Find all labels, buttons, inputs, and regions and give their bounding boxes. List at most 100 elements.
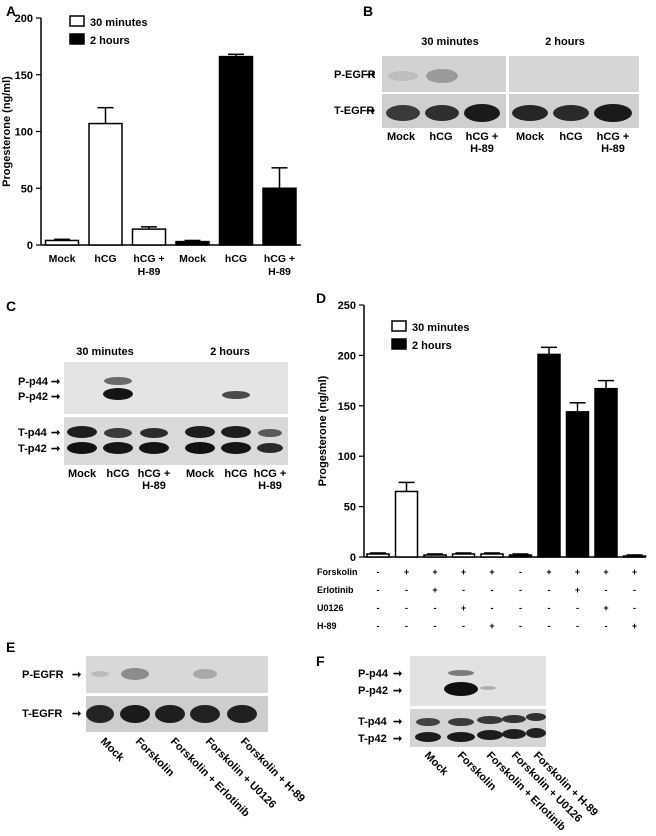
blot-b: 30 minutes 2 hours P-EGFR ➞ T-EGFR ➞ Moc…: [334, 36, 639, 155]
chart-d-treatment-symbol: -: [377, 585, 380, 595]
chart-a-category-label: Mock: [179, 253, 206, 265]
chart-d-bar: [480, 553, 504, 558]
blot-c-lane-label: hCG: [106, 468, 129, 480]
blot-c-row-p-p42: P-p42: [18, 391, 48, 403]
chart-d-legend-label: 30 minutes: [412, 322, 469, 334]
chart-a-bar: [44, 239, 80, 246]
blot-c-band-t42-3: [139, 442, 169, 454]
chart-d-treatment-symbol: +: [461, 567, 466, 577]
chart-d-treatment-symbol: -: [377, 567, 380, 577]
blot-c-row-t-p42: T-p42: [18, 443, 47, 455]
blot-f-band-t44-5: [526, 713, 546, 721]
blot-e-band-t-4: [190, 705, 220, 723]
chart-d-treatment-symbol: -: [605, 621, 608, 631]
blot-e-band-t-5: [227, 705, 257, 723]
blot-c-lane-label: Mock: [68, 468, 97, 480]
chart-d-treatment-symbol: +: [575, 585, 580, 595]
blot-f-arrow-pp44: ➞: [393, 668, 403, 680]
blot-c-band-t42-6: [257, 443, 283, 453]
chart-a-ytick-label: 0: [27, 240, 33, 252]
chart-d-treatment-symbol: -: [491, 585, 494, 595]
chart-d-treatment-symbol: -: [462, 621, 465, 631]
panel-label-c: C: [6, 298, 16, 314]
chart-d-treatment-symbol: -: [519, 585, 522, 595]
chart-d-treatment-symbol: -: [434, 621, 437, 631]
chart-a-ytick-label: 200: [15, 13, 33, 25]
blot-b-band-t-2: [425, 105, 459, 121]
chart-d-legend-swatch: [391, 338, 407, 350]
chart-a-y-axis-label: Progesterone (ng/ml): [1, 76, 13, 187]
chart-a-legend-label: 30 minutes: [90, 17, 147, 29]
chart-d-treatment-symbol: +: [575, 567, 580, 577]
chart-a-ytick-label: 100: [15, 127, 33, 139]
blot-c-lane-label: H-89: [258, 480, 282, 492]
blot-b-band-t-3: [464, 104, 500, 122]
blot-c-band-pp42-hcg30: [103, 388, 133, 400]
chart-d-treatment-label: U0126: [317, 603, 344, 613]
blot-f-band-t42-5: [526, 728, 546, 738]
blot-f-band-t42-1: [415, 732, 441, 742]
blot-e-band-p-forskolin: [121, 668, 149, 680]
chart-d-bar: [423, 554, 447, 558]
blot-f-row-t-p42: T-p42: [358, 733, 387, 745]
blot-f-row-p-p44: P-p44: [358, 668, 389, 680]
blot-e-band-t-3: [155, 705, 185, 723]
blot-c-band-pp42-hcg2h: [222, 391, 250, 399]
chart-d-y-axis-label: Progesterone (ng/ml): [317, 375, 329, 486]
blot-b-lane-label: Mock: [387, 131, 416, 143]
blot-b-group-2h: 2 hours: [545, 36, 585, 48]
blot-c-arrow-tp42: ➞: [51, 443, 61, 455]
chart-d-treatment-symbol: -: [576, 621, 579, 631]
chart-d: 0 50 100 150 200 250 Progesterone (ng/ml) 30 mi…: [317, 300, 647, 631]
chart-a-legend-swatch: [69, 15, 85, 27]
panel-label-a: A: [6, 3, 16, 19]
chart-d-treatment-symbol: +: [603, 603, 608, 613]
blot-c-group-2h: 2 hours: [210, 346, 250, 358]
blot-c-row-p-p44: P-p44: [18, 376, 49, 388]
blot-e-band-p-u0126: [193, 669, 217, 679]
blot-b-band-p-mock30: [388, 71, 418, 81]
blot-b-arrow-p: ➞: [366, 69, 376, 81]
chart-d-treatment-symbol: +: [404, 567, 409, 577]
blot-e-band-p-mock: [91, 671, 109, 677]
blot-e-row-p-egfr: P-EGFR: [22, 669, 64, 681]
blot-e-lane-label: Mock: [98, 736, 127, 765]
chart-a-bar: [218, 55, 254, 246]
chart-d-treatment-label: Forskolin: [317, 567, 358, 577]
chart-d-treatment-symbol: -: [633, 585, 636, 595]
blot-c-bottom: [64, 417, 288, 465]
panel-label-b: B: [363, 3, 373, 19]
blot-b-group-30min: 30 minutes: [421, 36, 478, 48]
blot-f-band-t42-2: [447, 732, 475, 742]
blot-c-top: [64, 362, 288, 414]
blot-f-top: [410, 656, 546, 706]
blot-e: P-EGFR ➞ T-EGFR ➞ Mock ForskolinForskolin…: [22, 656, 307, 820]
chart-a-category-label: H-89: [268, 266, 291, 278]
chart-d-treatment-symbol: +: [546, 567, 551, 577]
blot-c-arrow-pp44: ➞: [51, 376, 61, 388]
blot-f-band-t44-1: [416, 718, 440, 726]
chart-a-category-label: hCG +: [264, 253, 295, 265]
chart-d-treatment-symbol: -: [405, 585, 408, 595]
chart-d-treatment-label: H-89: [317, 621, 337, 631]
blot-c-row-t-p44: T-p44: [18, 427, 48, 439]
chart-d-treatment-symbol: -: [548, 585, 551, 595]
chart-d-treatment-symbol: -: [377, 603, 380, 613]
chart-d-bar: [451, 553, 476, 558]
chart-d-ytick-label: 0: [350, 552, 356, 564]
blot-b-lane-label: H-89: [601, 143, 625, 155]
chart-a-bar: [175, 240, 210, 246]
chart-a-category-label: Mock: [49, 253, 76, 265]
blot-c-band-t44-5: [221, 426, 251, 438]
blot-f-band-t42-4: [502, 729, 526, 739]
chart-d-treatment-symbol: -: [462, 585, 465, 595]
blot-c-band-t44-2: [104, 428, 132, 438]
chart-d-treatment-symbol: +: [432, 567, 437, 577]
blot-e-row-t-egfr: T-EGFR: [22, 708, 62, 720]
blot-b-top-right: [509, 56, 639, 92]
chart-d-treatment-symbol: -: [405, 621, 408, 631]
chart-d-treatment-symbol: +: [461, 603, 466, 613]
